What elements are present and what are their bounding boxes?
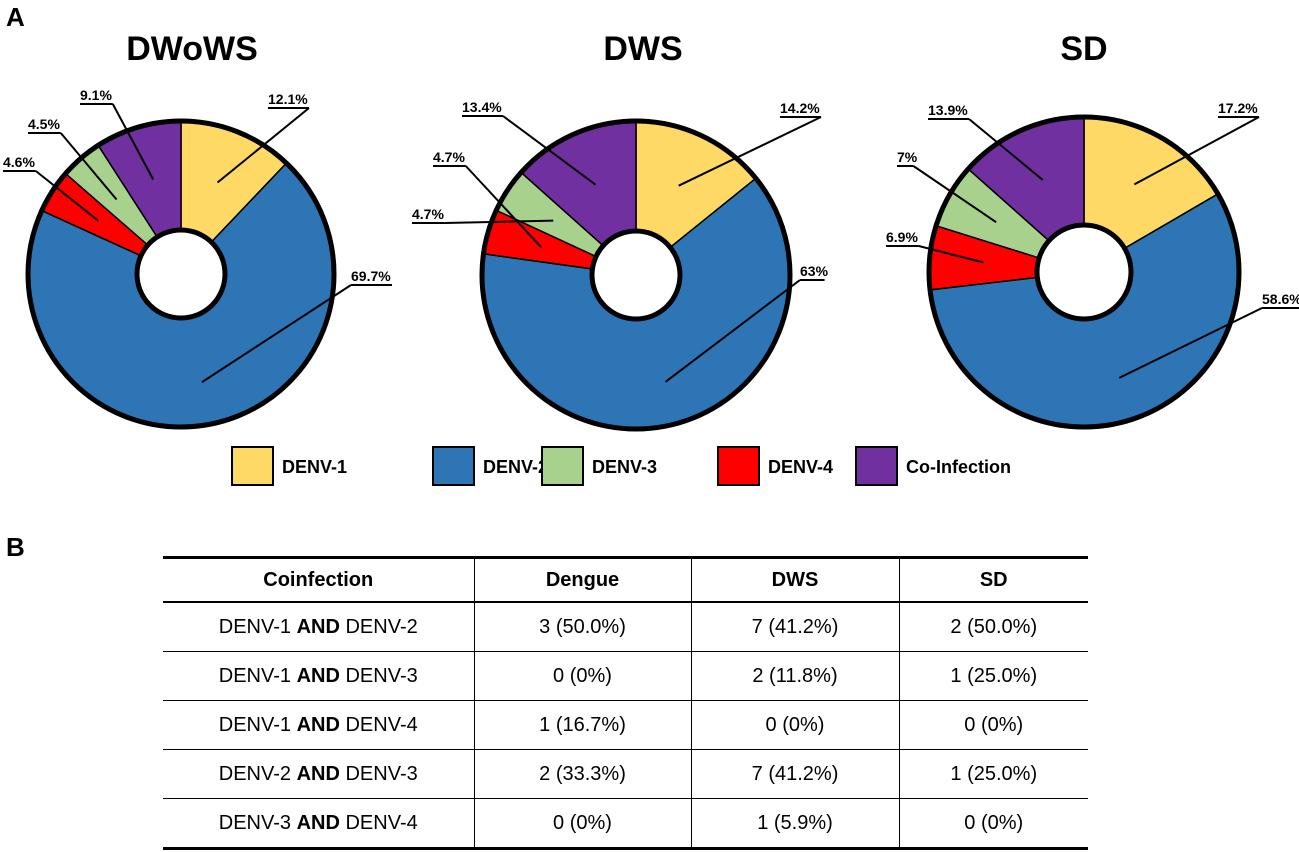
leader-line bbox=[111, 103, 155, 180]
leader-line bbox=[60, 132, 118, 201]
sd-cell: 1 (25.0%) bbox=[898, 749, 1088, 799]
donut-charts: DWoWS 12.1% 69.7% 4.5% 4.6% 9.1% DWS 14.2% 63% 4.… bbox=[3, 30, 1299, 486]
serotype-a: DENV-1 bbox=[218, 615, 292, 638]
pie-label: 69.7% bbox=[351, 268, 391, 284]
serotype-b: DENV-2 bbox=[345, 615, 418, 638]
pie-label: 4.6% bbox=[3, 154, 35, 170]
serotype-a: DENV-3 bbox=[218, 811, 292, 834]
dengue-cell: 0 (0%) bbox=[473, 651, 691, 701]
leader-line bbox=[912, 165, 997, 224]
pie-label: 6.9% bbox=[886, 229, 918, 245]
panel-a-label: A bbox=[6, 2, 25, 32]
donut-hole bbox=[1034, 222, 1134, 322]
dengue-cell: 0 (0%) bbox=[473, 798, 691, 850]
header-sd: SD bbox=[898, 557, 1088, 603]
dws-cell: 1 (5.9%) bbox=[690, 798, 899, 850]
pie-label: 63% bbox=[800, 263, 829, 279]
coinfection-cell: DENV-3 AND DENV-4 bbox=[163, 798, 474, 850]
panel-b-label: B bbox=[6, 532, 25, 562]
leader-line bbox=[664, 279, 801, 383]
coinfection-cell: DENV-1 AND DENV-3 bbox=[163, 651, 474, 701]
pie-label: 17.2% bbox=[1218, 100, 1258, 116]
dws-cell: 7 (41.2%) bbox=[690, 749, 899, 799]
coinfection-table: Coinfection Dengue DWS SD DENV-1 AND DEN… bbox=[163, 556, 1088, 850]
dws-cell: 2 (11.8%) bbox=[690, 651, 899, 701]
legend-label: DENV-1 bbox=[282, 457, 347, 477]
table-row: DENV-3 AND DENV-4 0 (0%) 1 (5.9%) 0 (0%) bbox=[163, 798, 1088, 850]
leader-line bbox=[918, 245, 984, 264]
coinfection-cell: DENV-2 AND DENV-3 bbox=[163, 749, 474, 799]
leader-line bbox=[201, 284, 352, 383]
header-coinfection: Coinfection bbox=[163, 557, 474, 603]
donut-outline bbox=[25, 118, 337, 430]
dengue-cell: 2 (33.3%) bbox=[473, 749, 691, 799]
donut-title: DWoWS bbox=[126, 30, 258, 68]
leader-line bbox=[465, 165, 542, 248]
header-dws: DWS bbox=[690, 557, 899, 603]
pie-label: 9.1% bbox=[80, 87, 112, 103]
leader-line bbox=[968, 118, 1044, 181]
table-row: DENV-1 AND DENV-2 3 (50.0%) 7 (41.2%) 2 (50… bbox=[163, 602, 1088, 652]
sd-cell: 1 (25.0%) bbox=[898, 651, 1088, 701]
donut-outline bbox=[479, 118, 793, 432]
table-row: DENV-2 AND DENV-3 2 (33.3%) 7 (41.2%) 1 (25… bbox=[163, 749, 1088, 799]
leader-line bbox=[502, 115, 597, 186]
leader-line bbox=[1133, 116, 1260, 186]
pie-label: 12.1% bbox=[268, 91, 308, 107]
legend-label: DENV-3 bbox=[592, 457, 657, 477]
sd-cell: 0 (0%) bbox=[898, 798, 1088, 850]
operator: AND bbox=[296, 811, 340, 834]
leader-line bbox=[1118, 307, 1263, 379]
operator: AND bbox=[296, 713, 340, 736]
legend-swatch-denv-4 bbox=[717, 446, 760, 486]
sd-cell: 2 (50.0%) bbox=[898, 602, 1088, 652]
dws-cell: 0 (0%) bbox=[690, 700, 899, 750]
serotype-b: DENV-3 bbox=[345, 664, 418, 687]
donut-hole bbox=[134, 227, 228, 321]
pie-label: 14.2% bbox=[780, 100, 820, 116]
pie-label: 13.9% bbox=[928, 102, 968, 118]
header-dengue: Dengue bbox=[473, 557, 691, 603]
legend-swatch-denv-3 bbox=[541, 446, 584, 486]
leader-line bbox=[444, 219, 554, 224]
donut-hole bbox=[589, 228, 683, 322]
leader-line bbox=[678, 116, 822, 187]
dengue-cell: 1 (16.7%) bbox=[473, 700, 691, 750]
serotype-b: DENV-3 bbox=[345, 762, 418, 785]
table-row: DENV-1 AND DENV-4 1 (16.7%) 0 (0%) 0 (0%) bbox=[163, 700, 1088, 750]
legend-label: DENV-2 bbox=[483, 457, 548, 477]
dws-cell: 7 (41.2%) bbox=[690, 602, 899, 652]
donut-outline bbox=[926, 114, 1242, 430]
table-header-row: Coinfection Dengue DWS SD bbox=[163, 557, 1088, 603]
coinfection-cell: DENV-1 AND DENV-4 bbox=[163, 700, 474, 750]
pie-label: 4.5% bbox=[28, 116, 60, 132]
pie-label: 13.4% bbox=[462, 99, 502, 115]
legend-label: DENV-4 bbox=[768, 457, 833, 477]
sd-cell: 0 (0%) bbox=[898, 700, 1088, 750]
leader-line bbox=[216, 107, 310, 184]
dengue-cell: 3 (50.0%) bbox=[473, 602, 691, 652]
serotype-a: DENV-1 bbox=[218, 713, 292, 736]
operator: AND bbox=[296, 762, 340, 785]
coinfection-cell: DENV-1 AND DENV-2 bbox=[163, 602, 474, 652]
donut-title: DWS bbox=[603, 30, 682, 68]
serotype-b: DENV-4 bbox=[345, 713, 418, 736]
leader-line bbox=[35, 170, 99, 222]
pie-label: 58.6% bbox=[1262, 291, 1299, 307]
pie-label: 7% bbox=[897, 149, 918, 165]
operator: AND bbox=[296, 615, 340, 638]
operator: AND bbox=[296, 664, 340, 687]
pie-label: 4.7% bbox=[412, 206, 444, 222]
serotype-b: DENV-4 bbox=[345, 811, 418, 834]
legend-swatch-denv-1 bbox=[231, 446, 274, 486]
table-row: DENV-1 AND DENV-3 0 (0%) 2 (11.8%) 1 (25.0%… bbox=[163, 651, 1088, 701]
pie-label: 4.7% bbox=[433, 149, 465, 165]
serotype-a: DENV-1 bbox=[218, 664, 292, 687]
legend-swatch-co-infection bbox=[855, 446, 898, 486]
serotype-a: DENV-2 bbox=[218, 762, 292, 785]
legend-label: Co-Infection bbox=[906, 457, 1011, 477]
legend-swatch-denv-2 bbox=[432, 446, 475, 486]
donut-title: SD bbox=[1060, 30, 1107, 68]
